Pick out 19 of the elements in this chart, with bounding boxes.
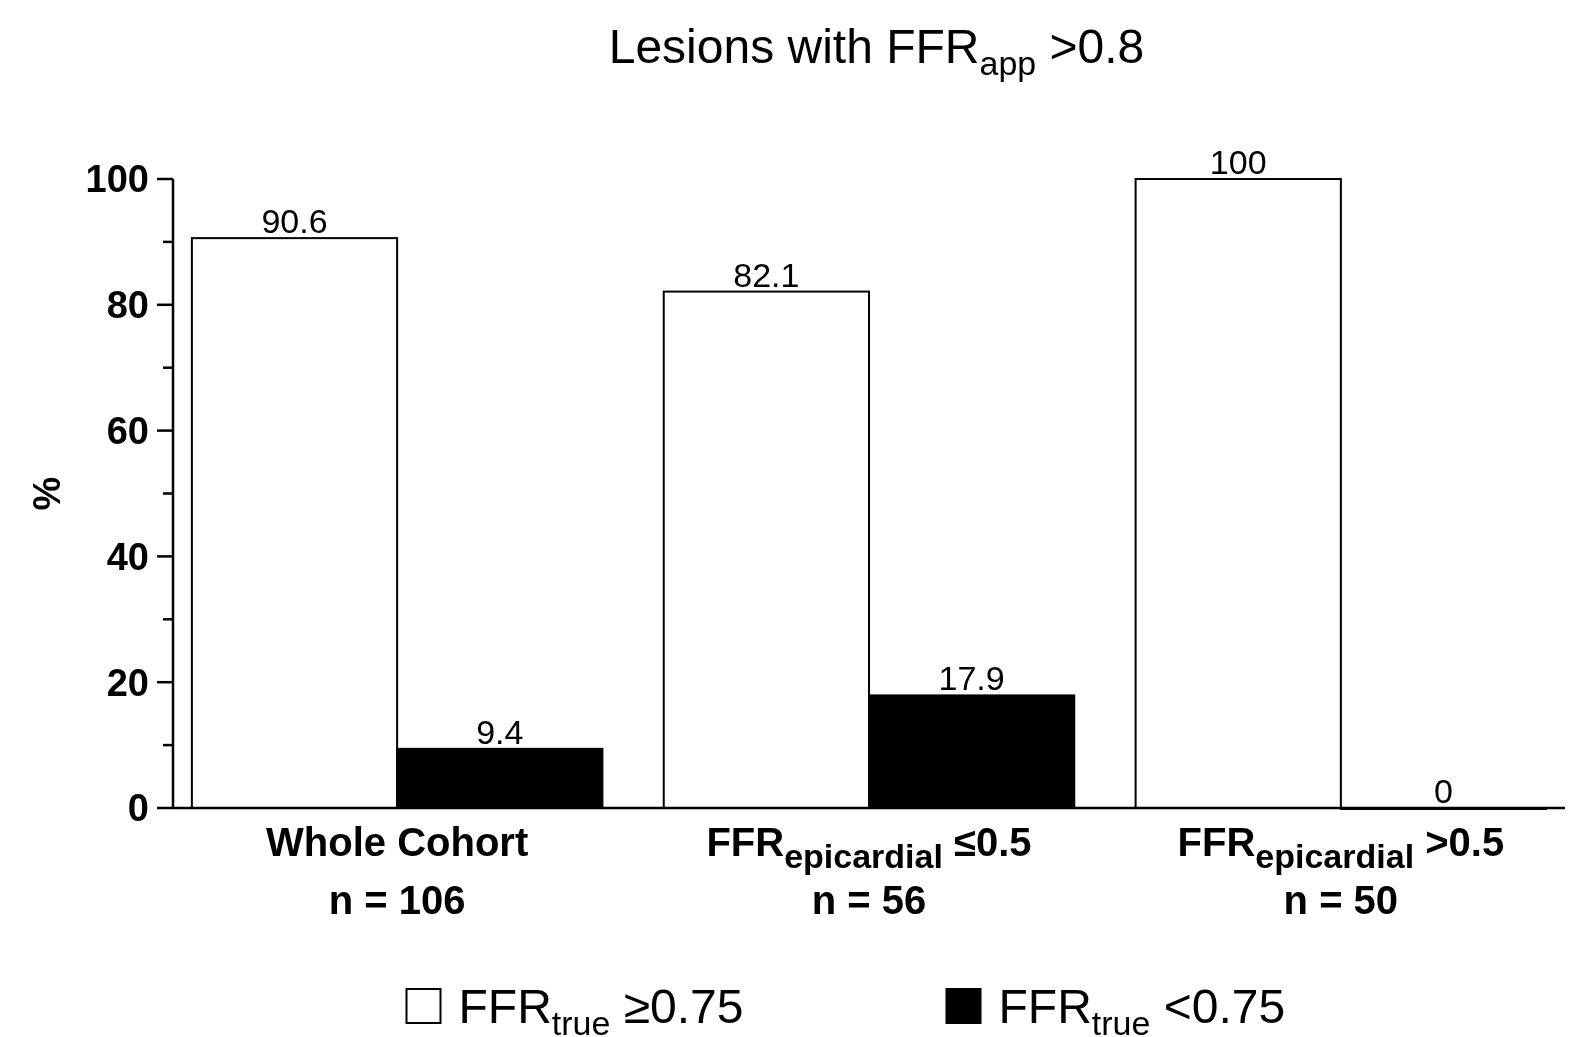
- y-tick-label: 0: [127, 787, 149, 830]
- data-label: 0: [1434, 772, 1453, 810]
- y-tick-label: 40: [106, 535, 149, 578]
- legend-label: FFR$_{true}$ <0.75: [998, 980, 1286, 1037]
- data-label: 100: [1209, 143, 1267, 181]
- y-tick-label: 60: [106, 409, 149, 452]
- chart-title: Lesions with FFR$_{app}$ >0.8: [608, 20, 1145, 82]
- legend-label: FFR$_{true}$ ≥0.75: [458, 980, 744, 1037]
- y-tick-label: 80: [106, 284, 149, 327]
- data-label: 9.4: [476, 712, 524, 751]
- x-tick-label: FFR$_{epicardial}$ ≤0.5 n = 56: [706, 820, 1032, 922]
- y-axis-title: %: [26, 476, 68, 511]
- y-tick-label: 20: [106, 661, 149, 704]
- data-label: 17.9: [938, 659, 1005, 698]
- x-tick-label: FFR$_{epicardial}$ >0.5 n = 50: [1177, 820, 1505, 922]
- y-tick-label: 100: [85, 158, 149, 201]
- data-label: 82.1: [733, 255, 800, 294]
- x-tick-label: Whole Cohort n = 106: [266, 820, 529, 922]
- data-label: 90.6: [261, 202, 328, 241]
